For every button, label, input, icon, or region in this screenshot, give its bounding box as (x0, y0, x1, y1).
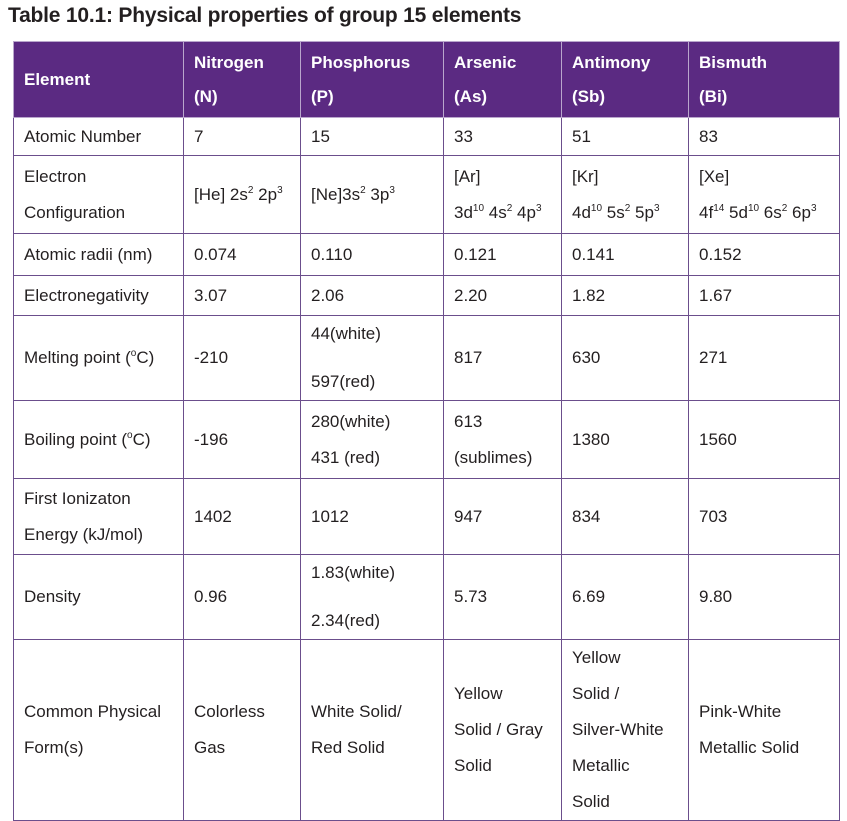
cell-n: 1402 (183, 478, 301, 555)
cell-bi: [Xe] 4f14 5d10 6s2 6p3 (688, 155, 840, 234)
label-physical-form: Common Physical Form(s) (13, 639, 184, 821)
row-density: Density 0.96 1.83(white) 2.34(red) 5.73 6… (13, 554, 840, 640)
row-atomic-radii: Atomic radii (nm) 0.074 0.110 0.121 0.14… (13, 233, 840, 276)
cell-p: 2.06 (300, 275, 444, 316)
label-boiling-point: Boiling point (oC) (13, 400, 184, 479)
label-atomic-number: Atomic Number (13, 117, 184, 156)
cell-bi: 271 (688, 315, 840, 401)
row-electronegativity: Electronegativity 3.07 2.06 2.20 1.82 1.… (13, 275, 840, 316)
cell-n: -210 (183, 315, 301, 401)
cell-n: 3.07 (183, 275, 301, 316)
cell-bi: 703 (688, 478, 840, 555)
cell-bi: 0.152 (688, 233, 840, 276)
label-electronegativity: Electronegativity (13, 275, 184, 316)
header-element: Element (13, 41, 184, 118)
cell-bi: 1560 (688, 400, 840, 479)
cell-sb: [Kr] 4d10 5s2 5p3 (561, 155, 689, 234)
cell-as: 947 (443, 478, 562, 555)
row-electron-configuration: Electron Configuration [He] 2s2 2p3 [Ne]3… (13, 155, 840, 234)
row-melting-point: Melting point (oC) -210 44(white) 597(red… (13, 315, 840, 401)
cell-p: 1012 (300, 478, 444, 555)
cell-n: [He] 2s2 2p3 (183, 155, 301, 234)
properties-table: Element Nitrogen (N) Phosphorus (P) Arseni… (13, 41, 840, 821)
cell-n: 7 (183, 117, 301, 156)
header-bismuth: Bismuth (Bi) (688, 41, 840, 118)
cell-bi: 83 (688, 117, 840, 156)
cell-p: 15 (300, 117, 444, 156)
cell-p: 44(white) 597(red) (300, 315, 444, 401)
cell-sb: 51 (561, 117, 689, 156)
cell-n: Colorless Gas (183, 639, 301, 821)
cell-as: 0.121 (443, 233, 562, 276)
label-ionization-energy: First Ionizaton Energy (kJ/mol) (13, 478, 184, 555)
table-title: Table 10.1: Physical properties of group… (8, 4, 522, 27)
label-melting-point: Melting point (oC) (13, 315, 184, 401)
cell-bi: 1.67 (688, 275, 840, 316)
cell-n: 0.96 (183, 554, 301, 640)
row-atomic-number: Atomic Number 7 15 33 51 83 (13, 117, 840, 156)
cell-n: 0.074 (183, 233, 301, 276)
cell-as: 5.73 (443, 554, 562, 640)
row-ionization-energy: First Ionizaton Energy (kJ/mol) 1402 1012… (13, 478, 840, 555)
header-arsenic: Arsenic (As) (443, 41, 562, 118)
label-electron-configuration: Electron Configuration (13, 155, 184, 234)
header-antimony: Antimony (Sb) (561, 41, 689, 118)
row-physical-form: Common Physical Form(s) Colorless Gas Whit… (13, 639, 840, 821)
label-atomic-radii: Atomic radii (nm) (13, 233, 184, 276)
cell-sb: 6.69 (561, 554, 689, 640)
row-boiling-point: Boiling point (oC) -196 280(white) 431 (r… (13, 400, 840, 479)
cell-as: 2.20 (443, 275, 562, 316)
header-row: Element Nitrogen (N) Phosphorus (P) Arseni… (13, 41, 840, 118)
header-phosphorus: Phosphorus (P) (300, 41, 444, 118)
cell-sb: 0.141 (561, 233, 689, 276)
cell-sb: 1380 (561, 400, 689, 479)
label-density: Density (13, 554, 184, 640)
cell-as: 33 (443, 117, 562, 156)
cell-sb: Yellow Solid / Silver-White Metallic Solid (561, 639, 689, 821)
cell-p: 1.83(white) 2.34(red) (300, 554, 444, 640)
cell-as: [Ar] 3d10 4s2 4p3 (443, 155, 562, 234)
cell-sb: 1.82 (561, 275, 689, 316)
cell-p: [Ne]3s2 3p3 (300, 155, 444, 234)
cell-as: 817 (443, 315, 562, 401)
cell-as: Yellow Solid / Gray Solid (443, 639, 562, 821)
cell-bi: 9.80 (688, 554, 840, 640)
cell-bi: Pink-White Metallic Solid (688, 639, 840, 821)
cell-sb: 834 (561, 478, 689, 555)
cell-p: 0.110 (300, 233, 444, 276)
cell-n: -196 (183, 400, 301, 479)
header-nitrogen: Nitrogen (N) (183, 41, 301, 118)
cell-sb: 630 (561, 315, 689, 401)
cell-as: 613 (sublimes) (443, 400, 562, 479)
cell-p: White Solid/Red Solid (300, 639, 444, 821)
cell-p: 280(white) 431 (red) (300, 400, 444, 479)
